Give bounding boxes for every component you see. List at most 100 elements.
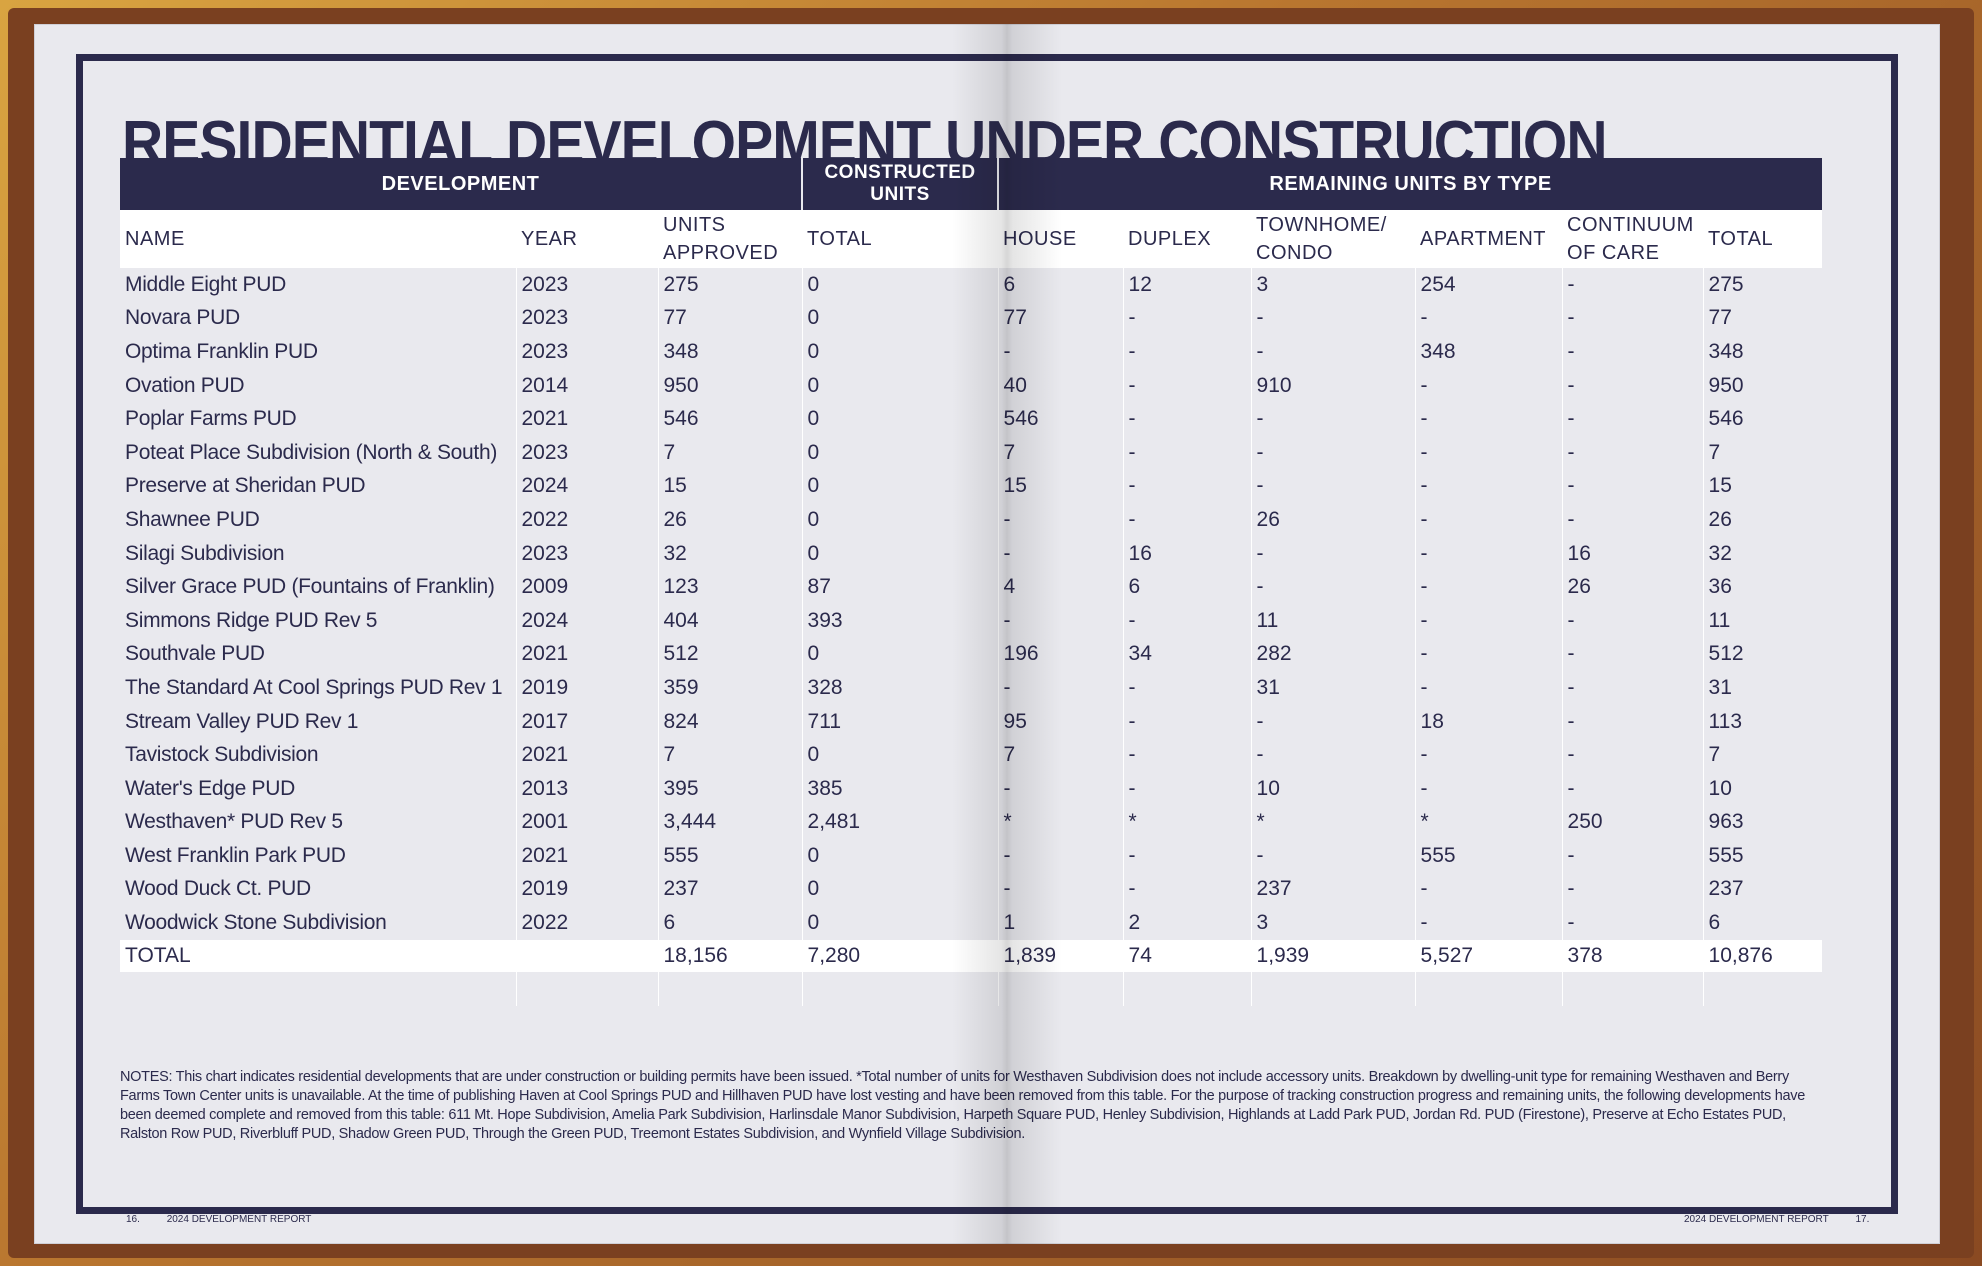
cell-year: 2023 <box>515 435 658 470</box>
cell-name: Middle Eight PUD <box>125 272 286 296</box>
cell-house: 95 <box>997 704 1124 739</box>
cell-total: 963 <box>1702 805 1823 840</box>
cell-townhome-condo: * <box>1250 805 1416 840</box>
cell-units-approved: 404 <box>657 603 803 638</box>
cell-name: Woodwick Stone Subdivision <box>125 911 387 935</box>
cell-year: 2001 <box>515 805 658 840</box>
cell-apartment: * <box>1414 805 1563 840</box>
group-header-development: DEVELOPMENT <box>120 158 804 210</box>
cell-total: 31 <box>1702 671 1823 705</box>
cell-house: - <box>997 839 1124 873</box>
table-body: Middle Eight PUD 2023 275 0 6 12 3 254-275 Novar… <box>120 268 1823 1006</box>
cell-name: The Standard At Cool Springs PUD Rev 1 <box>125 675 503 699</box>
table-row: Shawnee PUD 2022 26 0- -26- -26 <box>120 503 1823 537</box>
cell-units-approved: 359 <box>657 671 803 705</box>
cell-name: Shawnee PUD <box>125 507 260 531</box>
cell-units-approved: 3,444 <box>657 805 803 840</box>
cell-total: 15 <box>1702 469 1823 504</box>
cell-house: - <box>997 771 1124 806</box>
cell-townhome-condo: 11 <box>1250 603 1416 638</box>
development-table: DEVELOPMENT CONSTRUCTED UNITS REMAINING … <box>120 158 1823 1006</box>
cell-year: 2014 <box>515 368 658 403</box>
cell-continuum-of-care: - <box>1561 402 1704 436</box>
total-cell-townhome-condo: 1,939 <box>1250 939 1416 972</box>
spacer-cell <box>120 972 516 1006</box>
column-header-year: YEAR <box>516 210 658 268</box>
group-header-remaining: REMAINING UNITS BY TYPE <box>998 158 1823 210</box>
cell-total: 950 <box>1702 368 1823 403</box>
cell-total: 512 <box>1702 637 1823 672</box>
cell-apartment: - <box>1414 637 1563 672</box>
total-cell-continuum-of-care: 378 <box>1561 939 1704 972</box>
cell-continuum-of-care: - <box>1561 839 1704 873</box>
spacer-cell <box>1250 971 1416 1006</box>
cell-apartment: - <box>1414 671 1563 705</box>
cell-units-approved: 7 <box>657 435 803 470</box>
cell-units-approved: 555 <box>657 839 803 873</box>
total-cell-duplex: 74 <box>1122 939 1252 972</box>
total-cell-constructed-total: 7,280 <box>801 939 999 972</box>
cell-name: Wood Duck Ct. PUD <box>125 877 311 901</box>
cell-house: - <box>997 872 1124 907</box>
cell-townhome-condo: - <box>1250 536 1416 571</box>
cell-year: 2023 <box>515 536 658 571</box>
cell-year: 2022 <box>515 503 658 537</box>
cell-duplex: - <box>1122 704 1252 739</box>
cell-apartment: - <box>1414 435 1563 470</box>
cell-units-approved: 6 <box>657 906 803 940</box>
cell-constructed-total: 0 <box>801 402 999 436</box>
cell-name: West Franklin Park PUD <box>125 843 346 867</box>
cell-constructed-total: 0 <box>801 839 999 873</box>
cell-constructed-total: 0 <box>801 435 999 470</box>
footer-right: 2024 DEVELOPMENT REPORT 17. <box>1684 1214 1893 1225</box>
cell-total: 26 <box>1702 503 1823 537</box>
spacer-cell <box>1414 971 1563 1006</box>
cell-name: Tavistock Subdivision <box>125 743 319 767</box>
cell-duplex: - <box>1122 839 1252 873</box>
cell-duplex: - <box>1122 603 1252 638</box>
table-spacer-row <box>120 971 1823 1006</box>
cell-units-approved: 824 <box>657 704 803 739</box>
cell-name: Poplar Farms PUD <box>125 407 297 431</box>
table-row: Poplar Farms PUD 2021 546 0 546- - - -546 <box>120 402 1823 436</box>
cell-year: 2022 <box>515 906 658 940</box>
cell-constructed-total: 0 <box>801 469 999 504</box>
cell-name: Water's Edge PUD <box>125 776 295 800</box>
cell-continuum-of-care: - <box>1561 435 1704 470</box>
cell-total: 555 <box>1702 839 1823 873</box>
cell-apartment: - <box>1414 906 1563 940</box>
cell-constructed-total: 87 <box>801 570 999 604</box>
cell-townhome-condo: 237 <box>1250 872 1416 907</box>
cell-units-approved: 546 <box>657 402 803 436</box>
cell-name: Southvale PUD <box>125 642 265 666</box>
cell-year: 2023 <box>515 301 658 336</box>
cell-constructed-total: 0 <box>801 368 999 403</box>
group-header-constructed: CONSTRUCTED UNITS <box>802 158 1000 210</box>
cell-units-approved: 348 <box>657 335 803 369</box>
cell-duplex: - <box>1122 435 1252 470</box>
cell-name: Novara PUD <box>125 306 240 330</box>
cell-total: 36 <box>1702 570 1823 604</box>
cell-continuum-of-care: - <box>1561 704 1704 739</box>
cell-name: Preserve at Sheridan PUD <box>125 474 366 498</box>
table-row: Tavistock Subdivision 2021 7 0 7- - - -7 <box>120 738 1823 772</box>
spacer-cell <box>801 971 999 1006</box>
column-header-duplex: DUPLEX <box>1123 210 1252 268</box>
cell-total: 32 <box>1702 536 1823 571</box>
cell-townhome-condo: 282 <box>1250 637 1416 672</box>
cell-name: Simmons Ridge PUD Rev 5 <box>125 608 378 632</box>
cell-apartment: - <box>1414 301 1563 336</box>
cell-name: Silver Grace PUD (Fountains of Franklin) <box>125 575 495 599</box>
cell-continuum-of-care: - <box>1561 738 1704 772</box>
cell-total: 348 <box>1702 335 1823 369</box>
cell-duplex: 12 <box>1122 268 1252 302</box>
cell-apartment: - <box>1414 738 1563 772</box>
cell-units-approved: 7 <box>657 738 803 772</box>
cell-units-approved: 15 <box>657 469 803 504</box>
cell-continuum-of-care: - <box>1561 368 1704 403</box>
table-notes: NOTES: This chart indicates residential … <box>120 1069 1805 1142</box>
cell-continuum-of-care: - <box>1561 503 1704 537</box>
cell-house: 6 <box>997 268 1124 302</box>
cell-total: 6 <box>1702 906 1823 940</box>
cell-townhome-condo: - <box>1250 839 1416 873</box>
